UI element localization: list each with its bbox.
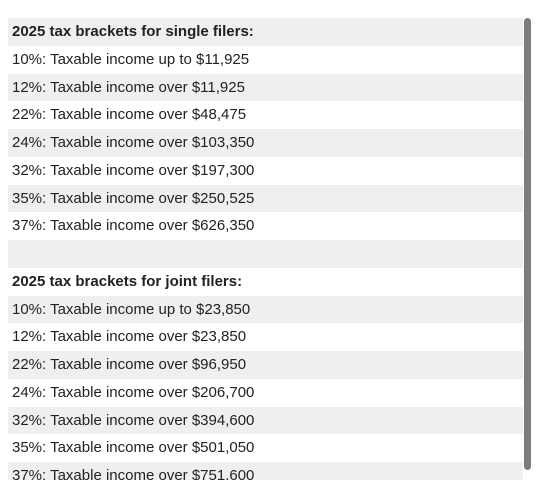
tax-bracket-list: 2025 tax brackets for single filers: 10%… (8, 18, 523, 480)
list-item: 32%: Taxable income over $394,600 (8, 406, 523, 435)
list-item: 37%: Taxable income over $751,600 (8, 462, 523, 480)
single-filers-heading: 2025 tax brackets for single filers: (8, 18, 523, 46)
scroll-container[interactable]: 2025 tax brackets for single filers: 10%… (0, 0, 536, 480)
list-item: 12%: Taxable income over $11,925 (8, 73, 523, 102)
list-item: 35%: Taxable income over $250,525 (8, 184, 523, 213)
list-item: 22%: Taxable income over $48,475 (12, 106, 247, 124)
list-item: 22%: Taxable income over $96,950 (8, 351, 523, 379)
list-item: 24%: Taxable income over $103,350 (8, 129, 523, 157)
list-item: 10%: Taxable income up to $23,850 (8, 295, 523, 324)
list-item: 10%: Taxable income up to $11,925 (12, 50, 250, 68)
list-item: 32%: Taxable income over $197,300 (12, 161, 255, 179)
list-item: 12%: Taxable income over $23,850 (12, 328, 247, 346)
spacer-row (8, 240, 523, 268)
scrollbar-thumb[interactable] (524, 18, 531, 470)
joint-filers-heading: 2025 tax brackets for joint filers: (12, 272, 243, 290)
list-item: 24%: Taxable income over $206,700 (12, 383, 255, 401)
list-item: 35%: Taxable income over $501,050 (12, 439, 255, 457)
list-item: 37%: Taxable income over $626,350 (12, 217, 255, 235)
